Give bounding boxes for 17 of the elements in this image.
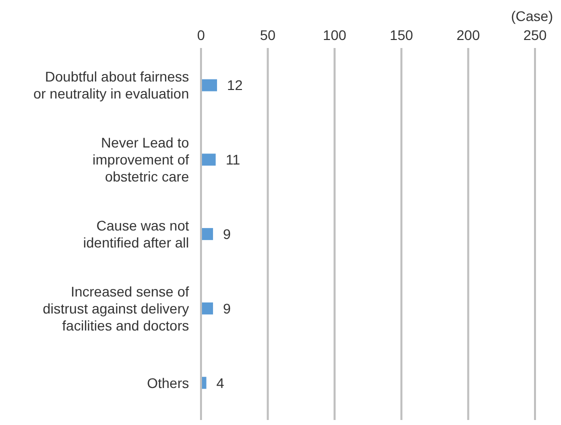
data-label: 11 <box>226 152 240 168</box>
data-label: 12 <box>227 77 243 94</box>
data-label: 9 <box>223 300 232 316</box>
x-tick-label: 0 <box>197 27 206 43</box>
x-tick-label: 150 <box>390 27 414 43</box>
x-tick-label: 200 <box>456 27 480 43</box>
y-tick-label: Doubtful about fairness or neutrality in evaluation <box>33 68 189 102</box>
y-tick-label: Others <box>146 374 189 391</box>
x-axis-title: (Case) <box>510 8 553 24</box>
data-label: 4 <box>216 374 224 391</box>
x-tick-label: 100 <box>322 27 346 43</box>
x-tick-label: 250 <box>523 27 547 43</box>
y-tick-label: Never Lead to improvement of obstetric care <box>92 134 190 185</box>
y-tick-label: Increased sense of distrust against delivery facilities and doctors <box>42 283 190 334</box>
x-tick-label: 50 <box>260 27 276 43</box>
y-tick-label: Cause was not identified after all <box>83 218 190 250</box>
data-label: 9 <box>223 226 232 242</box>
